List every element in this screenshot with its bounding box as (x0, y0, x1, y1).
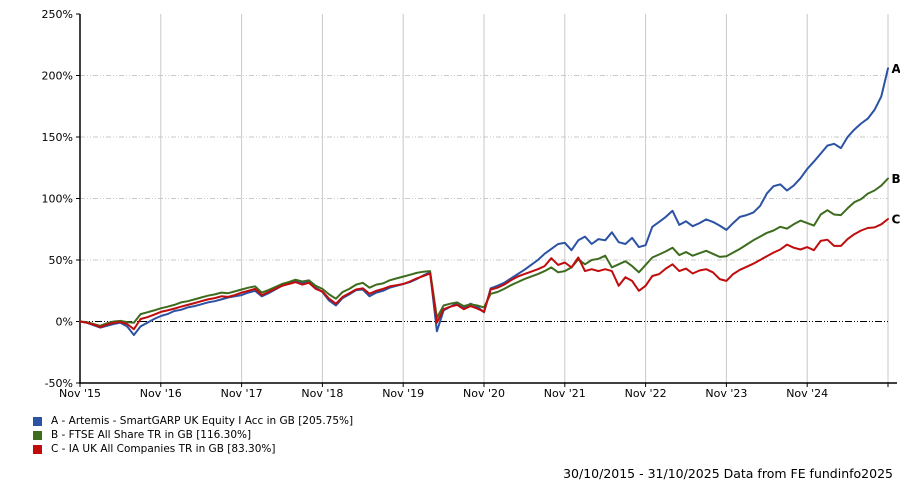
legend-swatch-a (33, 417, 42, 426)
x-tick-label: Nov '20 (463, 387, 505, 400)
chart-legend: A - Artemis - SmartGARP UK Equity I Acc … (33, 415, 353, 456)
legend-label-a: A - Artemis - SmartGARP UK Equity I Acc … (51, 415, 354, 427)
legend-item-c: C - IA UK All Companies TR in GB [83.30%… (33, 443, 353, 456)
y-tick-label: 250% (42, 8, 73, 21)
series-b-line (79, 177, 889, 327)
y-tick-label: 100% (42, 193, 73, 206)
x-tick-label: Nov '17 (221, 387, 263, 400)
plot-area[interactable] (80, 14, 888, 383)
legend-swatch-c (33, 445, 42, 454)
x-tick-label: Nov '15 (59, 387, 101, 400)
series-b-end-label: B (892, 172, 900, 186)
x-tick-label: Nov '16 (140, 387, 182, 400)
legend-label-c: C - IA UK All Companies TR in GB [83.30%… (51, 443, 276, 455)
y-tick-label: -50% (45, 377, 73, 390)
x-tick-label: Nov '21 (544, 387, 586, 400)
series-c-line (79, 218, 889, 331)
legend-item-b: B - FTSE All Share TR in GB [116.30%] (33, 429, 353, 442)
series-a-end-label: A (892, 62, 900, 76)
y-tick-label: 200% (42, 70, 73, 83)
y-tick-label: 50% (49, 254, 73, 267)
legend-swatch-b (33, 431, 42, 440)
data-source-footer: 30/10/2015 - 31/10/2025 Data from FE fun… (563, 466, 893, 481)
series-c-end-label: C (892, 213, 900, 227)
x-tick-label: Nov '18 (301, 387, 343, 400)
x-tick-label: Nov '22 (625, 387, 667, 400)
y-tick-label: 150% (42, 131, 73, 144)
y-tick-label: 0% (56, 316, 73, 329)
legend-label-b: B - FTSE All Share TR in GB [116.30%] (51, 429, 252, 441)
x-tick-label: Nov '24 (786, 387, 828, 400)
x-tick-label: Nov '23 (705, 387, 747, 400)
x-tick-label: Nov '19 (382, 387, 424, 400)
legend-item-a: A - Artemis - SmartGARP UK Equity I Acc … (33, 415, 353, 428)
